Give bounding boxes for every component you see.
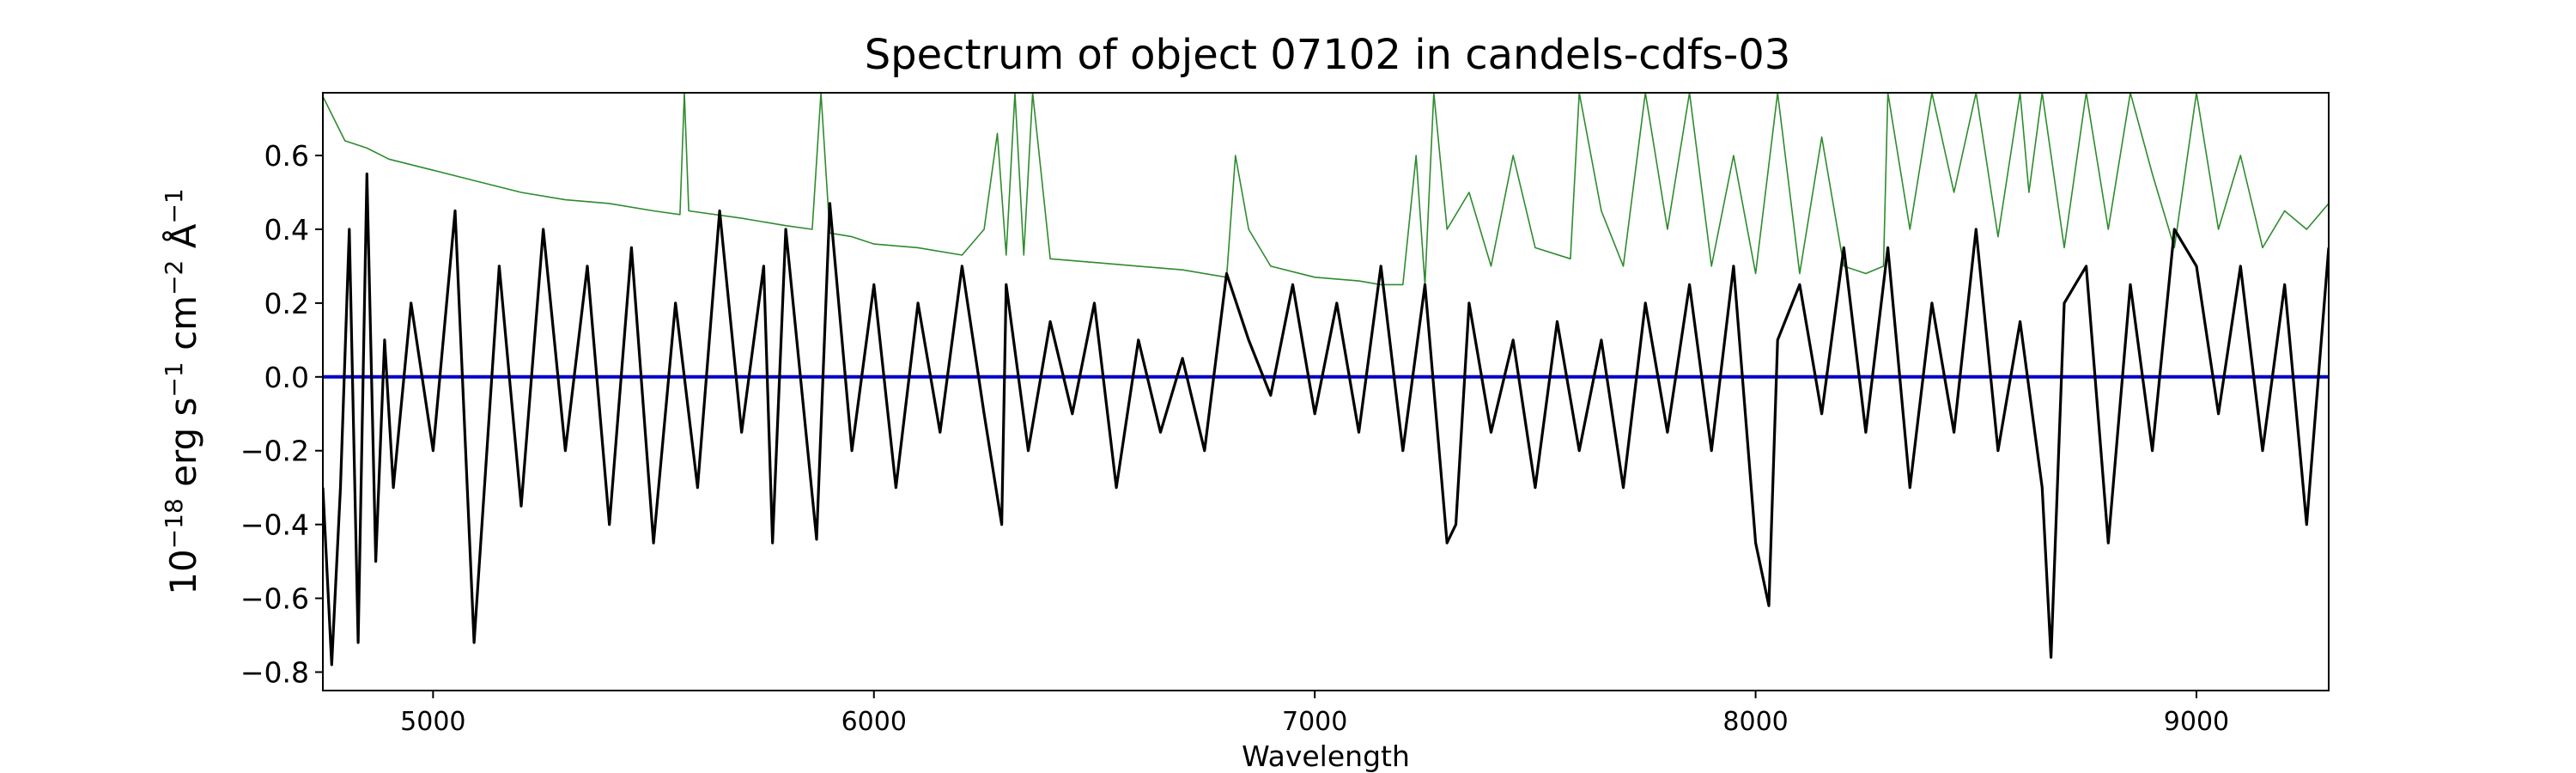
y-tick-label: 0.4: [264, 213, 309, 247]
x-axis-label: Wavelength: [1242, 740, 1410, 773]
x-axis: 5000 6000 7000 8000 9000: [400, 691, 2229, 737]
y-label-unit-angstrom: Å: [161, 223, 204, 259]
x-tick-label: 8000: [1722, 707, 1788, 737]
y-tick-label: 0.0: [264, 361, 309, 394]
plot-frame: [322, 92, 2330, 691]
y-axis: −0.8 −0.6 −0.4 −0.2 0.0 0.2 0.4 0.6: [240, 139, 323, 690]
y-tick-label: 0.6: [264, 139, 309, 173]
y-label-unit-erg: erg s: [162, 398, 204, 499]
y-label-exp3: −2: [160, 260, 188, 295]
flux-series-line: [323, 172, 2329, 666]
chart-title: Spectrum of object 07102 in candels-cdfs…: [865, 31, 1791, 79]
x-tick-label: 7000: [1282, 707, 1347, 737]
error-series-line: [323, 93, 2329, 286]
y-label-exp4: −1: [160, 188, 188, 223]
y-label-unit-cm: cm: [162, 295, 204, 362]
y-tick-label: −0.6: [240, 582, 309, 616]
y-label-exp1: −18: [160, 498, 188, 549]
y-label-exp2: −1: [160, 362, 188, 397]
x-tick-label: 9000: [2164, 707, 2229, 737]
series-layer: [323, 93, 2329, 666]
y-axis-label: 10−18 erg s−1 cm−2 Å−1: [160, 188, 204, 594]
x-tick-label: 5000: [400, 707, 465, 737]
x-tick-label: 6000: [841, 707, 907, 737]
y-tick-label: −0.8: [240, 656, 309, 690]
y-tick-label: −0.4: [240, 508, 309, 542]
y-tick-label: −0.2: [240, 435, 309, 468]
y-tick-label: 0.2: [264, 287, 309, 320]
y-label-base: 10: [162, 549, 204, 594]
